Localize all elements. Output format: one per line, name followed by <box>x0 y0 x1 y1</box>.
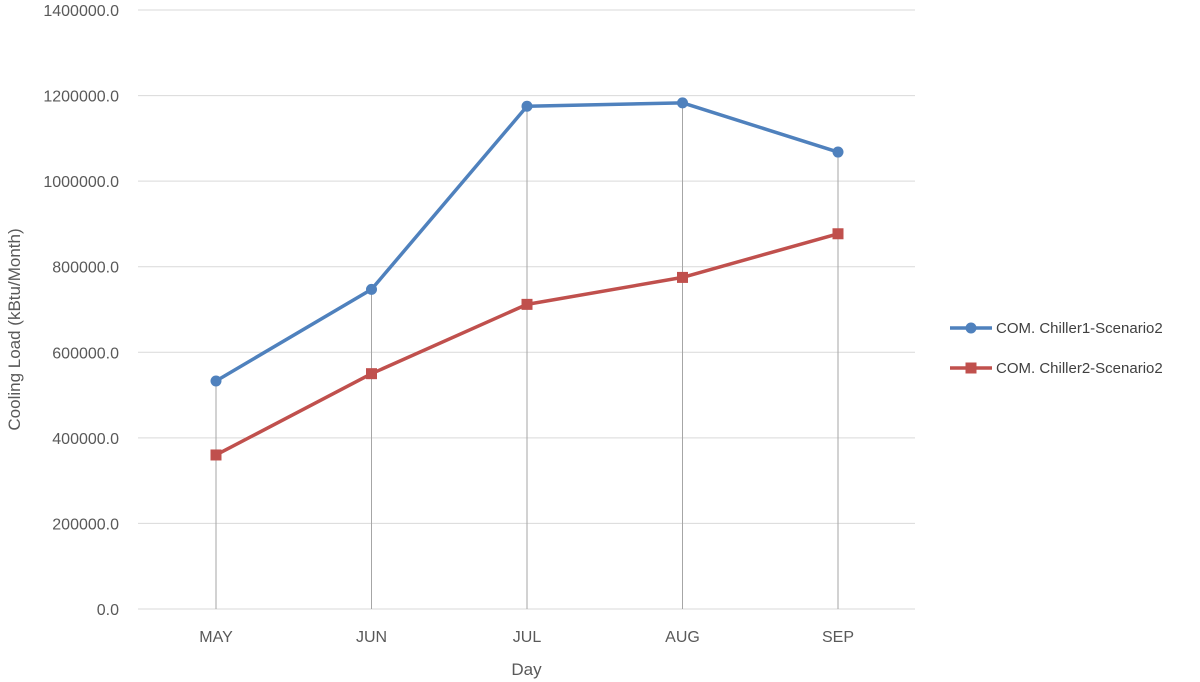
x-tick-label: MAY <box>199 629 233 646</box>
data-point-circle <box>521 100 533 112</box>
y-tick-label: 600000.0 <box>52 345 119 362</box>
legend-label: COM. Chiller1-Scenario2 <box>996 320 1163 337</box>
drop-lines <box>215 102 839 609</box>
data-point-circle <box>366 283 377 295</box>
y-tick-label: 800000.0 <box>52 260 119 277</box>
legend-marker-circle <box>965 322 977 334</box>
legend-label: COM. Chiller2-Scenario2 <box>996 360 1163 377</box>
y-tick-label: 1000000.0 <box>43 174 119 191</box>
data-point-square <box>521 298 533 310</box>
x-tick-label: AUG <box>665 629 700 646</box>
y-tick-label: 0.0 <box>97 602 119 619</box>
y-tick-label: 200000.0 <box>52 516 119 533</box>
x-tick-label: JUN <box>356 629 387 646</box>
x-tick-label: JUL <box>513 629 542 646</box>
series-markers <box>210 97 844 461</box>
data-point-square <box>366 368 377 380</box>
y-tick-label: 400000.0 <box>52 431 119 448</box>
data-point-square <box>677 271 688 283</box>
data-point-circle <box>210 375 222 387</box>
legend-marker-square <box>965 362 977 374</box>
x-tick-label: SEP <box>822 629 854 646</box>
y-tick-label: 1400000.0 <box>43 3 119 20</box>
x-axis-tick-labels: MAY JUN JUL AUG SEP <box>199 629 854 646</box>
data-point-square <box>832 228 844 240</box>
y-axis-title: Cooling Load (kBtu/Month) <box>5 228 24 430</box>
legend: COM. Chiller1-Scenario2 COM. Chiller2-Sce… <box>950 320 1163 377</box>
y-axis-tick-labels: 0.0 200000.0 400000.0 600000.0 800000.0 10000… <box>43 3 119 619</box>
data-point-circle <box>832 146 844 158</box>
data-point-circle <box>677 97 688 109</box>
x-axis-title: Day <box>511 660 542 679</box>
y-tick-label: 1200000.0 <box>43 89 119 106</box>
data-point-square <box>210 449 222 461</box>
